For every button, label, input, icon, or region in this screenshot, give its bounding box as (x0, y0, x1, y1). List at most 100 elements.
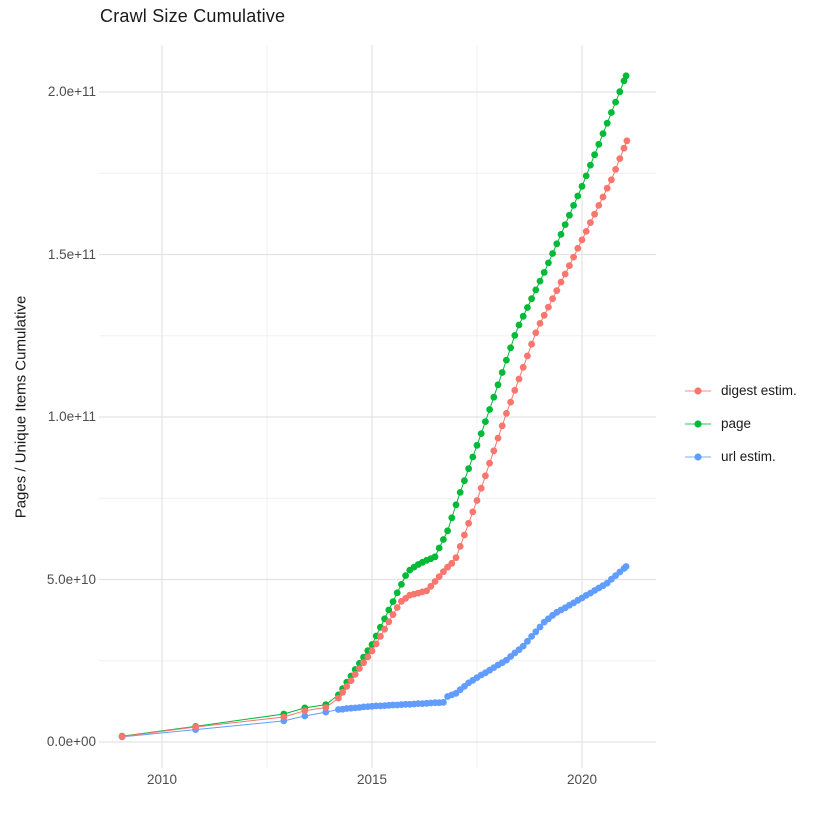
data-point-digest-estim (515, 375, 523, 383)
data-point-digest-estim (557, 278, 565, 286)
data-point-page (473, 441, 481, 449)
legend-key-icon (685, 386, 711, 395)
data-point-digest-estim (335, 694, 342, 702)
data-point-digest-estim (603, 184, 611, 192)
data-point-page (578, 182, 586, 190)
data-point-digest-estim (553, 287, 561, 294)
data-point-page (574, 192, 582, 200)
data-point-url-estim (301, 712, 309, 720)
legend-label: page (721, 416, 752, 431)
series-url-estim (118, 563, 630, 741)
data-point-digest-estim (532, 329, 540, 337)
data-point-page (545, 259, 552, 267)
data-point-digest-estim (356, 665, 363, 672)
data-point-digest-estim (612, 166, 619, 173)
data-point-page (612, 98, 619, 106)
data-point-digest-estim (192, 723, 200, 731)
series-digest-estim (118, 137, 631, 740)
x-tick-label: 2015 (356, 772, 388, 787)
data-point-digest-estim (431, 578, 439, 585)
y-tick-label: 1.0e+11 (47, 409, 96, 424)
data-point-digest-estim (608, 176, 615, 184)
data-point-page (603, 119, 611, 127)
data-point-page (494, 381, 502, 389)
data-point-digest-estim (360, 659, 367, 667)
data-point-page (448, 514, 456, 522)
data-point-page (402, 572, 409, 579)
data-point-page (608, 109, 615, 116)
data-point-digest-estim (494, 434, 502, 442)
data-point-page (456, 489, 464, 496)
data-point-page (461, 477, 468, 485)
y-tick-label: 2.0e+11 (47, 84, 96, 99)
data-point-page (385, 606, 393, 614)
data-point-digest-estim (574, 244, 582, 252)
data-point-digest-estim (519, 363, 527, 371)
data-point-digest-estim (528, 340, 535, 348)
x-tick-label: 2020 (566, 772, 598, 787)
data-point-digest-estim (364, 653, 372, 661)
legend-key-icon (685, 452, 711, 461)
data-point-page (435, 544, 443, 552)
data-point-digest-estim (623, 137, 631, 145)
data-point-page (465, 465, 472, 473)
data-point-digest-estim (377, 633, 384, 640)
legend-label: digest estim. (721, 383, 797, 398)
data-point-digest-estim (343, 683, 351, 690)
data-point-digest-estim (368, 647, 376, 655)
data-point-digest-estim (389, 611, 397, 618)
data-point-digest-estim (118, 733, 126, 740)
data-point-digest-estim (561, 270, 569, 278)
data-point-page (532, 286, 540, 294)
legend-label: url estim. (721, 449, 776, 464)
series-page (118, 72, 630, 740)
y-axis-title: Pages / Unique Items Cumulative (12, 295, 30, 519)
data-point-page (452, 501, 460, 509)
data-point-page (616, 88, 624, 96)
data-point-page (595, 140, 603, 148)
data-point-page (591, 151, 598, 159)
legend-key-icon (685, 419, 711, 428)
legend: digest estim. page url estim. (684, 374, 797, 473)
legend-item: digest estim. (684, 374, 797, 407)
data-point-page (490, 393, 498, 401)
data-point-digest-estim (351, 671, 359, 678)
data-point-digest-estim (393, 604, 401, 611)
data-point-digest-estim (599, 193, 607, 201)
data-point-page (566, 211, 573, 219)
data-point-page (511, 332, 519, 339)
data-point-page (561, 221, 569, 229)
data-point-digest-estim (482, 472, 489, 480)
data-point-digest-estim (347, 677, 355, 684)
data-point-digest-estim (427, 582, 435, 590)
data-point-page (524, 304, 531, 311)
data-point-page (549, 250, 556, 257)
data-point-digest-estim (616, 155, 624, 163)
data-point-digest-estim (490, 447, 498, 455)
data-point-digest-estim (587, 219, 594, 227)
data-point-page (469, 453, 477, 461)
data-point-page (515, 321, 523, 329)
data-point-digest-estim (452, 554, 460, 562)
data-point-page (570, 202, 577, 209)
data-point-page (557, 231, 565, 238)
data-point-url-estim (440, 699, 447, 706)
data-point-digest-estim (486, 459, 493, 467)
data-point-digest-estim (381, 625, 388, 633)
data-point-page (431, 553, 439, 561)
data-point-digest-estim (549, 295, 556, 303)
data-point-digest-estim (435, 573, 443, 580)
y-tick-label: 1.5e+11 (47, 246, 96, 262)
data-point-url-estim (532, 628, 540, 636)
data-point-digest-estim (473, 497, 481, 504)
legend-item: page (684, 407, 797, 440)
data-point-digest-estim (503, 410, 510, 417)
data-point-page (528, 295, 535, 303)
data-point-digest-estim (566, 262, 573, 269)
data-point-url-estim (622, 563, 630, 570)
data-point-digest-estim (591, 210, 598, 218)
legend-item: url estim. (684, 440, 797, 473)
data-point-page (444, 527, 451, 535)
